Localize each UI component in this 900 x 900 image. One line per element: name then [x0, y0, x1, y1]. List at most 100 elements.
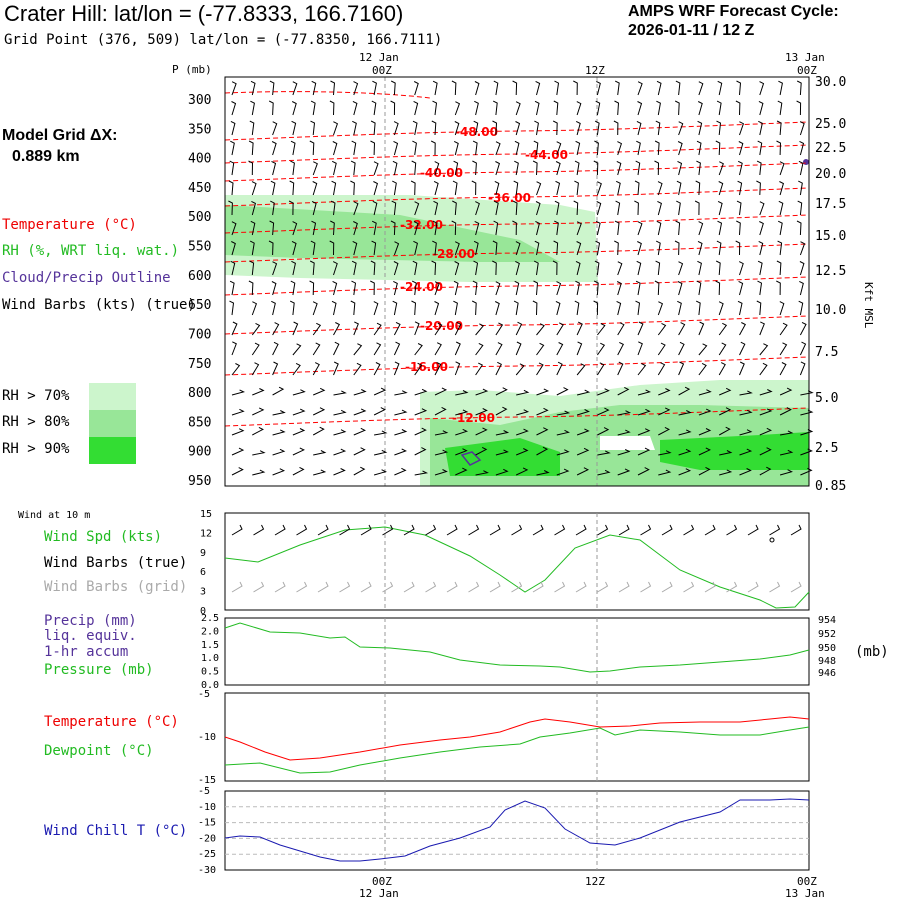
rh80-swatch	[89, 410, 136, 437]
xs-barb	[696, 160, 701, 176]
xs-barb	[350, 300, 356, 316]
xs-barb	[737, 180, 743, 196]
xs-barb	[412, 260, 418, 276]
xs-barb	[432, 240, 437, 256]
wspd-ytick-3: 6	[200, 567, 206, 578]
xs-barb	[698, 221, 704, 236]
xs-barb	[251, 200, 256, 216]
xs-barb	[495, 468, 509, 476]
xs-barb	[736, 220, 741, 236]
xs-barb	[534, 240, 540, 256]
xs-barb	[717, 80, 723, 96]
xs-barb	[575, 280, 580, 296]
xs-barb	[494, 180, 500, 196]
xs-barb	[495, 387, 508, 396]
xs-barb	[229, 300, 235, 316]
xs-barb	[453, 160, 459, 176]
xs-barb	[676, 180, 682, 196]
xs-barb	[536, 362, 544, 376]
xs-barb	[434, 387, 448, 396]
xs-barb	[455, 428, 469, 436]
xs-barb	[516, 448, 529, 456]
xs-barb	[373, 301, 379, 316]
xs-barb	[288, 200, 294, 216]
xs-barb	[555, 161, 561, 176]
bottom-hour-3: 00Z	[797, 875, 817, 888]
xs-barb	[779, 362, 787, 376]
wspd-barb-grid	[790, 581, 802, 593]
wspd-barb-true	[403, 524, 415, 536]
model-grid-value: 0.889 km	[12, 148, 80, 165]
xs-barb	[657, 200, 662, 216]
xs-barb	[434, 361, 442, 376]
xs-barb	[353, 466, 366, 476]
xs-barb	[554, 200, 560, 216]
xs-barb	[677, 300, 682, 316]
xs-barb	[513, 300, 519, 316]
xs-barb	[454, 361, 461, 376]
xs-barb	[390, 80, 396, 96]
xs-barb	[455, 448, 468, 456]
xs-barb	[412, 120, 418, 136]
xs-barb	[515, 321, 523, 336]
xs-barb	[270, 180, 276, 196]
xs-barb	[613, 120, 619, 136]
xs-barb	[535, 201, 541, 216]
xs-barb	[758, 240, 764, 256]
xs-barb	[637, 81, 643, 96]
wspd-barb-grid	[640, 581, 652, 593]
xs-y2tick-3: 20.0	[815, 167, 846, 182]
xs-barb	[290, 140, 296, 156]
xs-barb	[615, 180, 621, 196]
xs-barb	[291, 240, 297, 256]
xs-barb	[393, 241, 400, 256]
xs-barb	[698, 362, 707, 376]
xs-barb	[392, 160, 398, 176]
xs-barb	[614, 100, 620, 116]
xs-barb	[637, 321, 644, 336]
xs-barb	[575, 140, 581, 156]
xs-barb	[475, 446, 488, 456]
temp-ytick-2: -15	[198, 775, 216, 786]
xs-barb	[758, 100, 764, 116]
xs-barb	[373, 161, 379, 176]
rh-area-4	[445, 438, 560, 476]
xs-barb	[556, 141, 562, 156]
xs-barb	[698, 428, 712, 436]
legend-wspd: Wind Spd (kts)	[44, 529, 163, 545]
xs-barb	[573, 200, 579, 216]
xs-barb	[637, 467, 650, 476]
xs-barb	[719, 387, 732, 396]
xs-barb	[636, 260, 642, 276]
xs-barb	[637, 241, 642, 256]
xs-barb	[657, 181, 663, 196]
xs-barb	[637, 389, 652, 396]
xs-barb	[553, 100, 559, 116]
isotherm-label-1: -44.00	[525, 148, 568, 162]
xs-barb	[434, 430, 449, 436]
xs-barb	[800, 390, 814, 396]
xs-barb	[512, 80, 518, 96]
xs-barb	[252, 426, 264, 436]
xs-ytick-7: 650	[188, 298, 211, 313]
isotherm-1	[224, 144, 810, 164]
cloud-outline-0	[460, 451, 482, 466]
pressure-ytick-2: 1.5	[201, 640, 219, 651]
pressure-y2tick-1: 952	[818, 629, 836, 640]
bottom-hour-2: 12Z	[585, 875, 605, 888]
xs-barb	[575, 260, 581, 276]
xs-barb	[718, 426, 731, 436]
xs-barb	[516, 409, 530, 416]
legend-dewpoint: Dewpoint (°C)	[44, 743, 154, 759]
xs-barb	[595, 220, 601, 236]
xs-barb	[716, 240, 722, 256]
xs-barb	[272, 448, 286, 456]
xs-barb	[617, 449, 631, 456]
wspd-barb-true	[253, 524, 265, 536]
xs-barb	[739, 322, 746, 336]
xs-barb	[576, 467, 590, 476]
top-hour-3: 00Z	[797, 64, 817, 77]
xs-barb	[694, 200, 700, 216]
xs-barb	[677, 281, 683, 296]
xs-barb	[231, 101, 237, 116]
